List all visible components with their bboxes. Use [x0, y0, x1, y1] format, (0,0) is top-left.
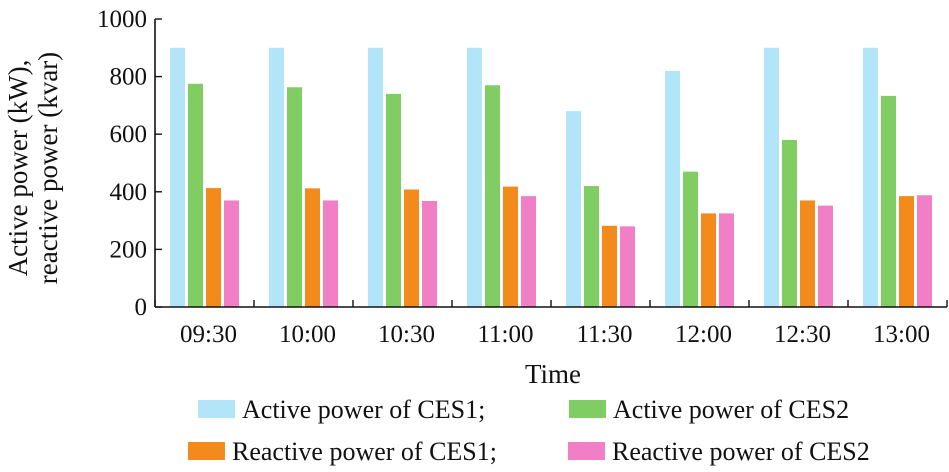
- bar-3-1200: [701, 213, 716, 307]
- bar-1-1030: [368, 47, 383, 308]
- legend-swatch-4: [568, 442, 605, 460]
- x-tick-label-0930: 09:30: [180, 321, 237, 348]
- bar-3-1130: [602, 225, 617, 307]
- bar-2-1100: [485, 85, 500, 308]
- y-axis-title: Active power (kW), reactive power (kvar): [3, 52, 63, 284]
- y-tick-label-800: 800: [110, 64, 148, 91]
- bar-4-0930: [224, 200, 239, 307]
- bar-1-1000: [269, 47, 284, 308]
- legend: Active power of CES1; Active power of CES…: [188, 395, 870, 466]
- bar-1-1230: [764, 47, 779, 308]
- y-tick-label-200: 200: [110, 236, 148, 263]
- bar-1-1130: [566, 111, 581, 307]
- bars-group: [170, 47, 932, 308]
- bar-2-1030: [386, 93, 401, 307]
- y-tick-label-600: 600: [110, 121, 148, 148]
- bar-3-1300: [899, 196, 914, 307]
- legend-label-4: Reactive power of CES2: [612, 437, 870, 466]
- y-axis-title-line-1: Active power (kW),: [3, 60, 33, 277]
- bar-2-1200: [683, 171, 698, 307]
- bar-2-1230: [782, 139, 797, 307]
- x-tick-label-1030: 10:30: [378, 321, 435, 348]
- bar-4-1200: [719, 213, 734, 307]
- bar-2-1300: [881, 95, 896, 308]
- bar-4-1130: [620, 226, 635, 307]
- bar-3-1000: [305, 188, 320, 307]
- bar-4-1030: [422, 201, 437, 307]
- legend-label-1: Active power of CES1;: [242, 395, 485, 424]
- x-tick-label-1200: 12:00: [675, 321, 732, 348]
- bar-1-1100: [467, 47, 482, 308]
- bar-1-0930: [170, 47, 185, 308]
- legend-swatch-3: [188, 442, 225, 460]
- bar-1-1300: [863, 47, 878, 308]
- bar-4-1300: [917, 195, 932, 307]
- bar-3-0930: [206, 188, 221, 307]
- x-tick-labels: 09:30 10:00 10:30 11:00 11:30 12:00 12:30 13:00: [180, 321, 930, 348]
- x-tick-label-1000: 10:00: [279, 321, 336, 348]
- bar-4-1100: [521, 196, 536, 307]
- axes-group: [154, 18, 948, 308]
- legend-label-3: Reactive power of CES1;: [232, 437, 497, 466]
- x-axis-title: Time: [525, 359, 581, 389]
- x-tick-label-1130: 11:30: [576, 321, 632, 348]
- bar-3-1030: [404, 189, 419, 307]
- legend-swatch-1: [198, 400, 235, 418]
- x-tick-label-1300: 13:00: [873, 321, 930, 348]
- bar-4-1230: [818, 205, 833, 307]
- y-axis-title-line-2: reactive power (kvar): [33, 52, 63, 284]
- y-tick-label-1000: 1000: [97, 6, 147, 33]
- legend-swatch-2: [569, 400, 606, 418]
- bar-2-0930: [188, 83, 203, 307]
- x-tick-label-1100: 11:00: [477, 321, 533, 348]
- bar-3-1100: [503, 186, 518, 307]
- y-tick-label-400: 400: [110, 179, 148, 206]
- bar-2-1130: [584, 186, 599, 307]
- bar-4-1000: [323, 200, 338, 307]
- y-tick-label-0: 0: [135, 294, 148, 321]
- bar-3-1230: [800, 200, 815, 307]
- bar-1-1200: [665, 70, 680, 307]
- y-tick-labels: 0 200 400 600 800 1000: [97, 6, 147, 321]
- x-tick-label-1230: 12:30: [774, 321, 831, 348]
- bar-2-1000: [287, 87, 302, 307]
- legend-label-2: Active power of CES2: [613, 395, 849, 424]
